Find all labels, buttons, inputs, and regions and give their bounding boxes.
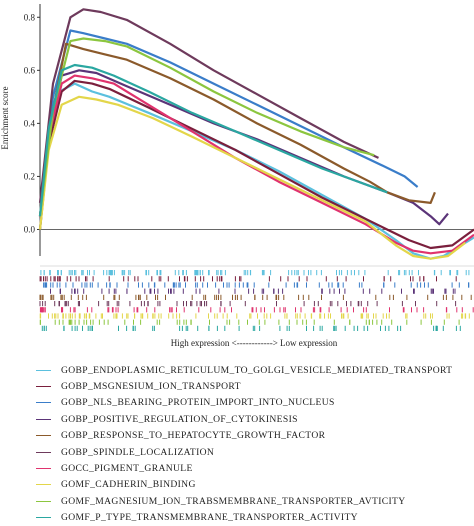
series-line-1 xyxy=(38,82,474,260)
series-line-3 xyxy=(38,29,419,217)
legend-item: GOBP_ENDOPLASMIC_RETICULUM_TO_GOLGI_VESI… xyxy=(36,362,466,378)
axes: 0.0 0.2 0.4 0.6 0.8 xyxy=(24,4,474,267)
legend-item: GOMF_P_TYPE_TRANSMEMBRANE_TRANSPORTER_AC… xyxy=(36,510,466,526)
legend-label: GOBP_RESPONSE_TO_HEPATOCYTE_GROWTH_FACTO… xyxy=(61,430,326,442)
legend-item: GOMF_CADHERIN_BINDING xyxy=(36,477,466,493)
legend-swatch xyxy=(36,468,51,470)
y-tick-label: 0.8 xyxy=(24,12,36,22)
legend-label: GOMF_P_TYPE_TRANSMEMBRANE_TRANSPORTER_AC… xyxy=(61,512,358,524)
series-line-8 xyxy=(38,95,466,260)
legend-label: GOBP_POSITIVE_REGULATION_OF_CYTOKINESIS xyxy=(61,413,298,425)
legend-item: GOBP_NLS_BEARING_PROTEIN_IMPORT_INTO_NUC… xyxy=(36,395,466,411)
legend-item: GOBP_POSITIVE_REGULATION_OF_CYTOKINESIS xyxy=(36,411,466,427)
legend-label: GOBP_MSGNESIUM_ION_TRANSPORT xyxy=(61,381,241,393)
y-tick-label: 0.6 xyxy=(24,65,36,75)
y-tick-label: 0.2 xyxy=(24,171,35,181)
legend-swatch xyxy=(36,435,51,437)
y-tick-label: 0.4 xyxy=(24,118,36,128)
series-line-9 xyxy=(38,37,375,217)
legend-label: GOMF_MAGNESIUM_ION_TRABSMEMBRANE_TRANSPO… xyxy=(61,495,406,507)
legend-swatch xyxy=(36,402,51,404)
legend-swatch xyxy=(36,386,51,388)
legend-label: GOBP_SPINDLE_LOCALIZATION xyxy=(61,446,215,458)
legend-swatch xyxy=(36,451,51,453)
y-axis-label: Enrichment score xyxy=(0,86,10,149)
legend-swatch xyxy=(36,484,51,486)
legend-swatch xyxy=(36,517,51,519)
legend-item: GOCC_PIGMENT_GRANULE xyxy=(36,460,466,476)
hit-barcode xyxy=(39,270,474,331)
legend-item: GOMF_MAGNESIUM_ION_TRABSMEMBRANE_TRANSPO… xyxy=(36,493,466,509)
y-tick-label: 0.0 xyxy=(24,224,36,234)
legend-item: GOBP_RESPONSE_TO_HEPATOCYTE_GROWTH_FACTO… xyxy=(36,428,466,444)
series-line-6 xyxy=(38,8,379,204)
enrichment-chart: 0.0 0.2 0.4 0.6 0.8 Enrichment score High ex… xyxy=(0,4,474,348)
series-line-2 xyxy=(38,79,474,250)
legend-label: GOCC_PIGMENT_GRANULE xyxy=(61,463,193,475)
legend-swatch xyxy=(36,369,51,371)
legend-item: GOBP_MSGNESIUM_ION_TRANSPORT xyxy=(36,378,466,394)
legend-swatch xyxy=(36,500,51,502)
legend-swatch xyxy=(36,418,51,420)
legend-label: GOMF_CADHERIN_BINDING xyxy=(61,479,196,491)
legend: GOBP_ENDOPLASMIC_RETICULUM_TO_GOLGI_VESI… xyxy=(36,362,466,526)
enrichment-lines xyxy=(38,8,474,260)
x-axis-label: High expression <------------> Low expre… xyxy=(171,338,338,348)
series-line-5 xyxy=(38,42,436,217)
legend-label: GOBP_ENDOPLASMIC_RETICULUM_TO_GOLGI_VESI… xyxy=(61,364,453,376)
series-line-10 xyxy=(38,63,388,217)
legend-item: GOBP_SPINDLE_LOCALIZATION xyxy=(36,444,466,460)
legend-label: GOBP_NLS_BEARING_PROTEIN_IMPORT_INTO_NUC… xyxy=(61,397,335,409)
